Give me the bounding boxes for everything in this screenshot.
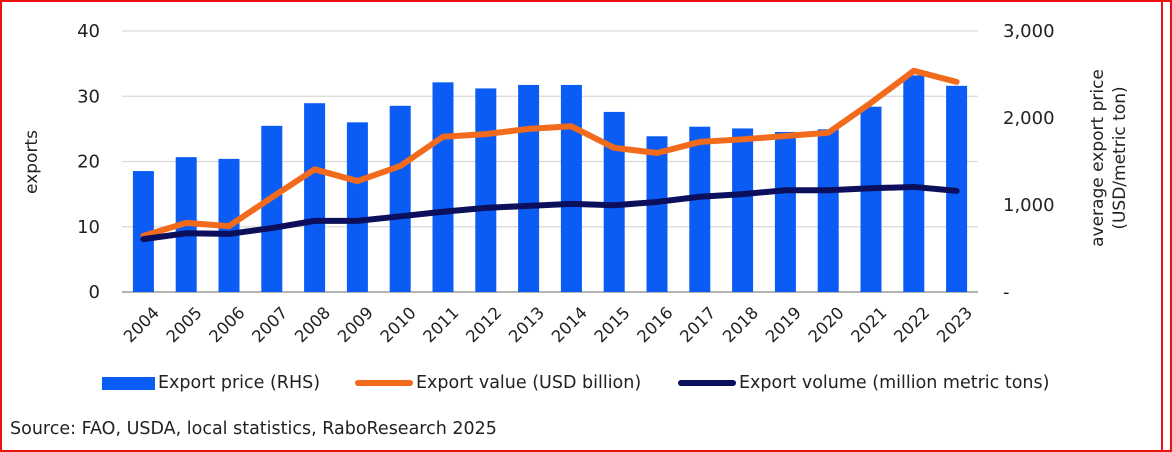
bar-2021 xyxy=(860,106,882,292)
bar-2010 xyxy=(389,105,411,292)
x-tick-label: 2015 xyxy=(591,303,634,346)
x-tick-label: 2022 xyxy=(890,303,933,346)
x-tick-label: 2018 xyxy=(719,303,762,346)
bar-2013 xyxy=(518,84,540,292)
bar-2004 xyxy=(132,171,154,292)
left-tick-label: 40 xyxy=(77,21,100,42)
bar-2014 xyxy=(560,84,582,292)
line-series xyxy=(140,67,960,243)
x-tick-label: 2023 xyxy=(933,303,976,346)
right-axis-label-line1: average export price xyxy=(1088,69,1108,247)
x-tick-label: 2016 xyxy=(633,303,676,346)
bar-2017 xyxy=(689,126,711,292)
legend-label: Export volume (million metric tons) xyxy=(739,373,1050,393)
x-tick-label: 2009 xyxy=(334,303,377,346)
gridlines xyxy=(122,30,978,293)
bar-2018 xyxy=(732,128,754,292)
right-axis-label-line2: (USD/metric ton) xyxy=(1110,86,1130,229)
x-tick-label: 2010 xyxy=(377,303,420,346)
legend-label: Export price (RHS) xyxy=(158,373,321,393)
left-tick-label: 10 xyxy=(77,217,100,238)
right-axis-ticks: - 1,000 2,000 3,000 xyxy=(1003,21,1055,303)
bar-2019 xyxy=(774,131,796,292)
x-axis-ticks: 2004 2005 2006 2007 2008 2009 2010 2011 2012 2013… xyxy=(120,303,976,346)
left-tick-label: 0 xyxy=(89,282,100,303)
right-tick-label: 3,000 xyxy=(1003,21,1055,42)
x-tick-label: 2013 xyxy=(505,303,548,346)
legend-item-export-value: Export value (USD billion) xyxy=(355,373,641,393)
legend-swatch-bar xyxy=(102,376,155,390)
left-axis-ticks: 0 10 20 30 40 xyxy=(77,21,100,303)
bar-2011 xyxy=(432,82,454,292)
x-tick-label: 2012 xyxy=(462,303,505,346)
x-tick-label: 2019 xyxy=(762,303,805,346)
x-tick-label: 2008 xyxy=(291,303,334,346)
x-tick-label: 2005 xyxy=(163,303,206,346)
right-tick-label: - xyxy=(1003,282,1010,303)
bar-series xyxy=(132,75,968,293)
x-tick-label: 2007 xyxy=(248,303,291,346)
right-tick-label: 1,000 xyxy=(1003,195,1055,216)
bar-2009 xyxy=(346,122,368,292)
x-tick-label: 2006 xyxy=(205,303,248,346)
legend-label: Export value (USD billion) xyxy=(416,373,642,393)
bar-2016 xyxy=(646,136,668,292)
source-note: Source: FAO, USDA, local statistics, Rab… xyxy=(10,419,497,439)
export-volume-line xyxy=(140,183,960,243)
left-tick-label: 20 xyxy=(77,152,100,173)
x-tick-label: 2011 xyxy=(419,303,462,346)
border-right xyxy=(1161,2,1163,450)
bar-2012 xyxy=(475,88,497,292)
x-tick-label: 2004 xyxy=(120,303,163,346)
legend-item-export-volume: Export volume (million metric tons) xyxy=(678,373,1049,393)
legend-swatch-line xyxy=(678,380,736,386)
right-tick-label: 2,000 xyxy=(1003,108,1055,129)
bar-2015 xyxy=(603,111,625,292)
bar-2007 xyxy=(261,125,283,292)
bar-2008 xyxy=(304,103,326,293)
legend-swatch-line xyxy=(355,380,413,386)
legend: Export price (RHS) Export value (USD bil… xyxy=(0,373,1100,399)
export-value-line xyxy=(140,67,960,239)
x-tick-label: 2021 xyxy=(847,303,890,346)
left-axis-label: exports xyxy=(22,130,42,194)
x-tick-label: 2017 xyxy=(676,303,719,346)
left-tick-label: 30 xyxy=(77,86,100,107)
legend-item-export-price: Export price (RHS) xyxy=(102,373,320,393)
x-tick-label: 2020 xyxy=(805,303,848,346)
bar-2020 xyxy=(817,129,839,292)
bar-2022 xyxy=(903,75,925,293)
x-tick-label: 2014 xyxy=(548,303,591,346)
